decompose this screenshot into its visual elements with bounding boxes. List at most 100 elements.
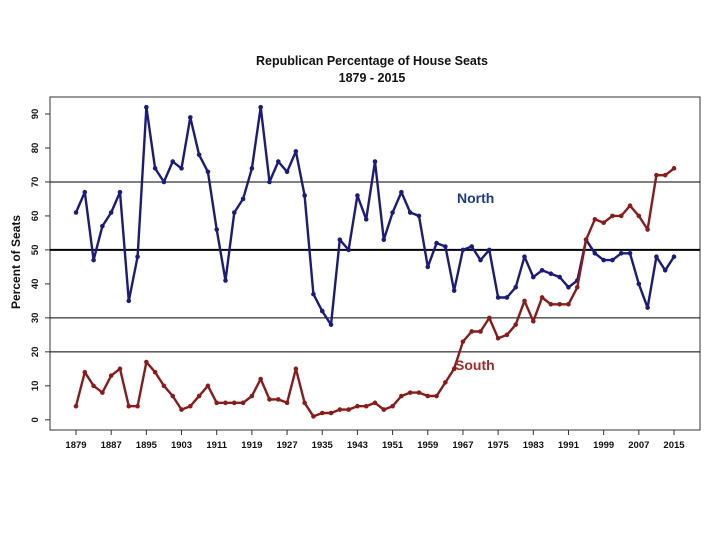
- x-tick-label: 1959: [417, 440, 438, 451]
- data-point-south: [381, 407, 387, 412]
- data-point-south: [126, 403, 132, 409]
- plot-border: [49, 96, 701, 431]
- data-point-north: [487, 247, 492, 253]
- data-point-south: [416, 390, 422, 395]
- y-tick-label: 30: [30, 313, 41, 324]
- data-point-north: [117, 189, 123, 195]
- x-tick-label: 1967: [452, 440, 473, 451]
- data-point-north: [319, 308, 325, 314]
- data-point-north: [513, 284, 519, 290]
- data-point-north: [302, 193, 307, 198]
- data-point-south: [144, 359, 149, 365]
- data-point-south: [73, 403, 79, 409]
- data-point-north: [610, 257, 615, 263]
- data-point-south: [495, 335, 501, 341]
- x-tick-label: 1911: [206, 440, 227, 451]
- x-tick-label: 1887: [101, 440, 122, 451]
- data-point-south: [522, 298, 527, 304]
- data-point-north: [275, 159, 281, 164]
- x-tick-label: 1951: [382, 440, 404, 451]
- data-point-south: [346, 407, 351, 412]
- y-tick-label: 50: [30, 245, 41, 256]
- data-point-north: [399, 189, 404, 195]
- data-point-north: [170, 159, 176, 164]
- data-point-south: [267, 397, 272, 402]
- data-point-north: [135, 254, 140, 260]
- data-point-north: [548, 271, 554, 276]
- data-point-north: [337, 237, 343, 243]
- data-point-south: [627, 203, 633, 209]
- x-tick-label: 2015: [663, 440, 685, 451]
- data-point-south: [205, 383, 211, 389]
- data-point-north: [311, 291, 316, 297]
- data-point-south: [82, 369, 88, 375]
- data-point-south: [170, 393, 176, 399]
- data-point-north: [355, 193, 360, 198]
- y-tick-label: 70: [30, 177, 41, 188]
- data-point-south: [636, 213, 642, 219]
- data-point-south: [399, 393, 404, 399]
- data-point-south: [443, 380, 448, 385]
- data-point-north: [636, 281, 642, 287]
- data-point-north: [434, 240, 439, 246]
- data-point-north: [363, 217, 369, 222]
- chart-title: Republican Percentage of House Seats: [256, 54, 488, 68]
- data-point-north: [443, 244, 448, 249]
- data-point-north: [522, 254, 527, 260]
- data-point-south: [487, 315, 492, 321]
- data-point-south: [451, 366, 457, 372]
- data-point-north: [381, 237, 387, 243]
- data-point-south: [645, 227, 650, 232]
- data-point-north: [205, 169, 211, 175]
- data-point-north: [126, 298, 132, 304]
- data-point-south: [566, 301, 571, 307]
- data-point-south: [654, 172, 659, 178]
- data-point-south: [100, 390, 105, 395]
- data-point-north: [557, 274, 562, 280]
- data-point-north: [372, 159, 378, 164]
- x-tick-label: 1903: [171, 440, 192, 451]
- data-point-north: [284, 169, 290, 175]
- x-tick-label: 2007: [628, 440, 649, 451]
- data-point-south: [196, 393, 202, 399]
- data-point-north: [293, 149, 299, 154]
- data-point-south: [671, 166, 677, 171]
- data-point-south: [610, 213, 615, 219]
- data-point-north: [100, 223, 105, 229]
- data-point-north: [539, 267, 545, 273]
- data-point-south: [152, 369, 158, 375]
- data-point-south: [460, 339, 466, 344]
- data-point-south: [188, 403, 193, 409]
- x-tick-label: 1879: [65, 440, 86, 451]
- data-point-north: [82, 189, 88, 195]
- data-point-north: [654, 254, 659, 260]
- x-tick-label: 1999: [593, 440, 614, 451]
- data-point-north: [73, 210, 79, 215]
- data-point-south: [513, 322, 519, 327]
- data-point-south: [293, 366, 299, 372]
- y-axis-label: Percent of Seats: [9, 215, 23, 309]
- data-point-south: [319, 410, 325, 416]
- y-tick-label: 60: [30, 211, 41, 222]
- data-point-north: [618, 251, 624, 256]
- data-point-north: [478, 257, 483, 263]
- data-point-south: [108, 373, 114, 378]
- data-point-south: [592, 217, 598, 222]
- data-point-south: [407, 390, 413, 395]
- series-label-south: South: [455, 357, 495, 373]
- data-point-south: [539, 295, 545, 300]
- data-point-north: [188, 115, 193, 120]
- data-point-south: [179, 407, 184, 412]
- reference-lines: [50, 181, 700, 353]
- data-point-south: [601, 220, 606, 226]
- data-point-south: [328, 410, 334, 416]
- series-line-north: [74, 105, 676, 326]
- data-point-south: [275, 397, 281, 402]
- data-point-north: [161, 179, 167, 185]
- data-point-south: [530, 318, 536, 324]
- data-point-south: [161, 383, 167, 389]
- data-point-south: [223, 400, 228, 406]
- data-point-south: [249, 393, 255, 399]
- x-tick-label: 1983: [523, 440, 544, 451]
- data-point-north: [223, 278, 228, 283]
